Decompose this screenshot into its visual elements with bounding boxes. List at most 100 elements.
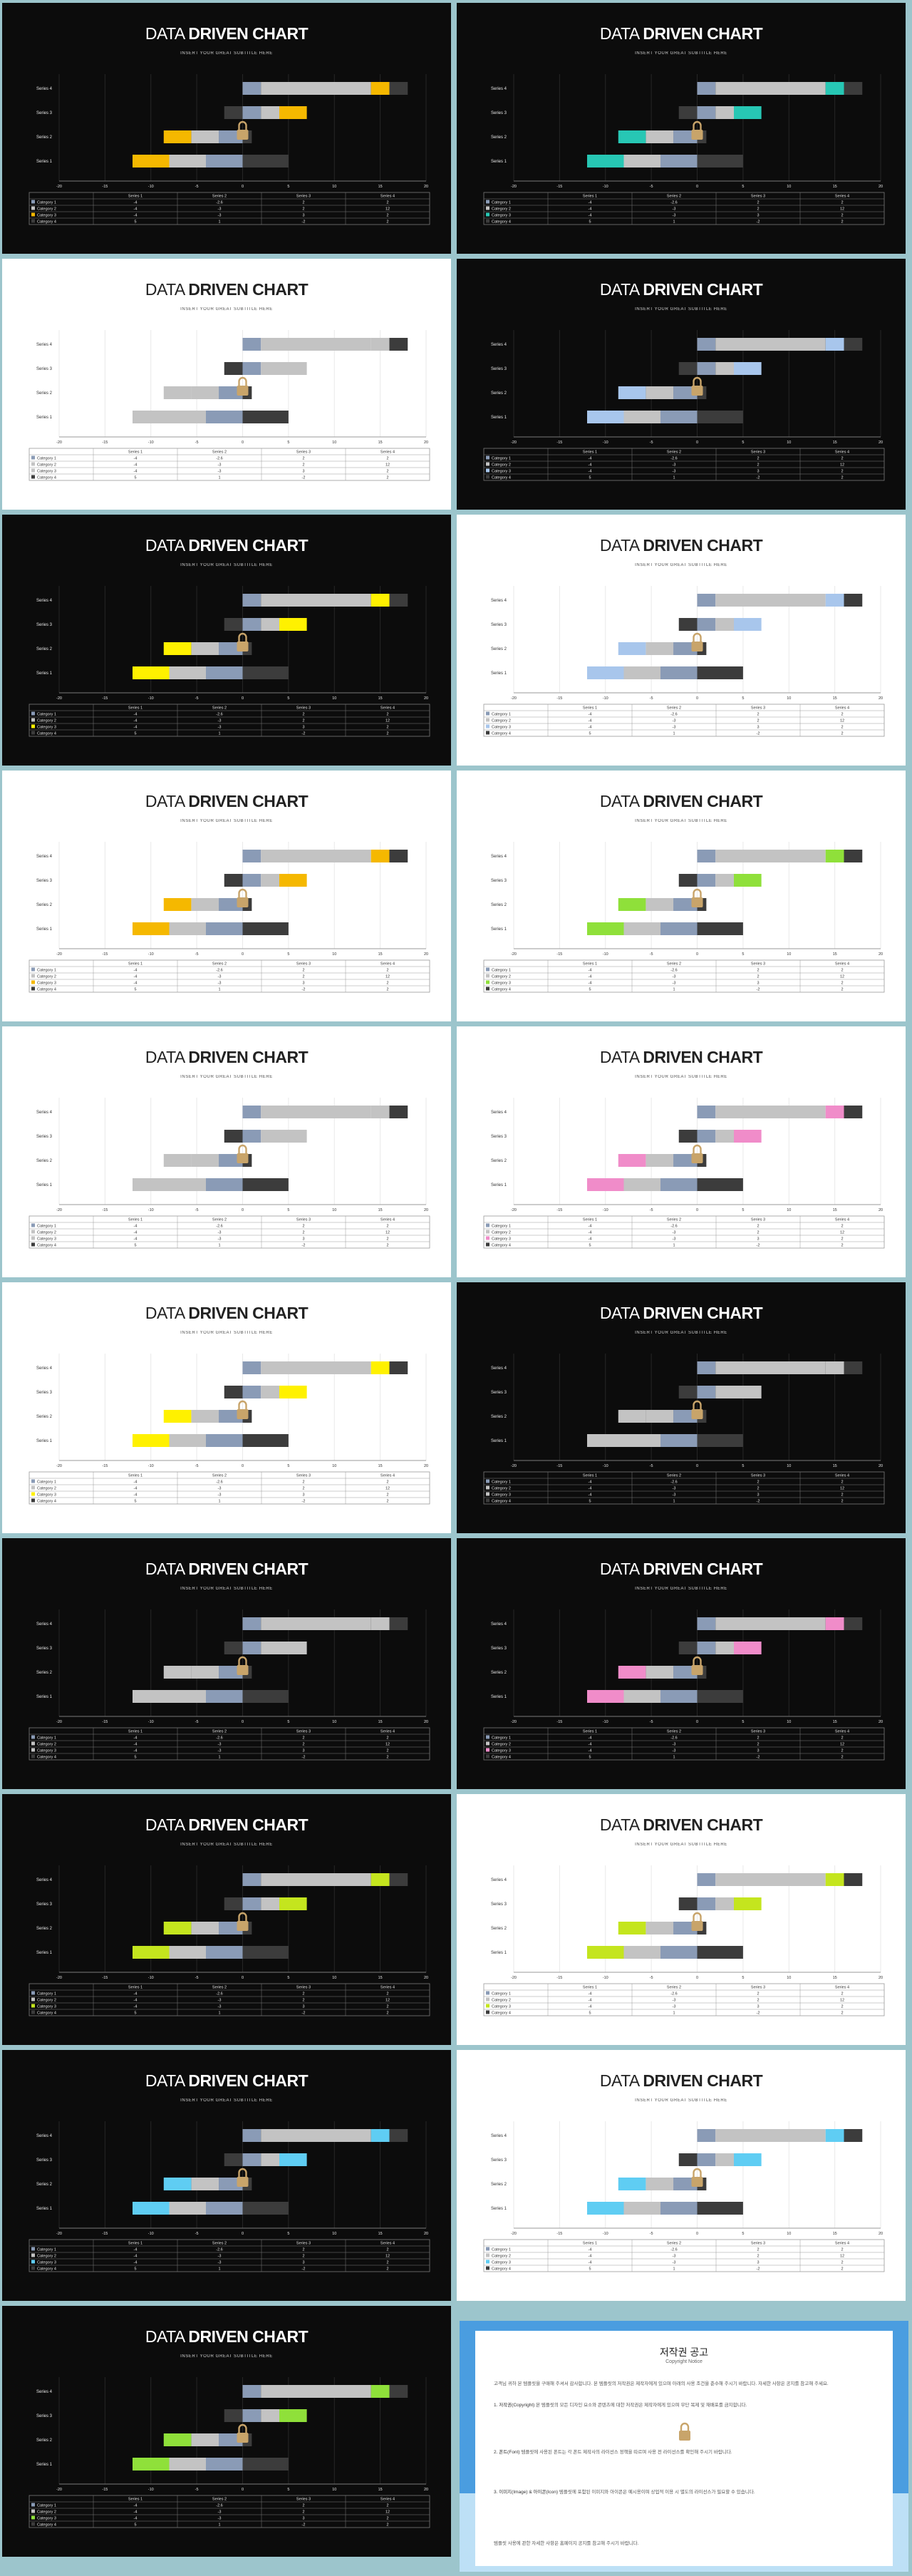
table-cell: 2 [302,1999,304,2003]
table-row-label: Category 1 [492,201,511,205]
x-tick-label: -20 [511,952,517,957]
x-tick-label: 10 [332,952,336,957]
bar-segment [697,1690,743,1703]
table-cell: 5 [589,732,591,736]
table-row-label: Category 2 [492,207,511,212]
table-cell: 2 [386,1237,388,1242]
x-tick-label: 20 [424,185,428,189]
x-tick-label: -20 [511,1976,517,1980]
chart-slide: DATA DRIVEN CHART INSERT YOUR GREAT SUBT… [2,1538,451,1789]
bar-segment [618,642,646,655]
slide-subtitle: INSERT YOUR GREAT SUBTITLE HERE [180,2354,273,2359]
legend-swatch [31,206,35,210]
lock-watermark-icon [238,1144,247,1153]
x-tick-label: 5 [742,185,744,189]
category-label: Series 3 [491,111,507,115]
x-tick-label: 0 [696,952,698,957]
x-tick-label: 15 [378,1208,383,1212]
bar-segment [646,898,674,911]
category-label: Series 4 [36,1366,53,1371]
table-row-label: Category 1 [37,969,56,973]
table-cell: -4 [134,470,138,474]
bar-segment [618,1922,646,1934]
data-table-frame [28,2239,430,2272]
data-table-frame [483,704,885,737]
bar-segment [191,642,219,655]
legend-swatch [31,711,35,716]
legend-swatch [486,462,489,466]
legend-swatch [486,1230,489,1234]
category-label: Series 4 [491,1111,507,1115]
x-tick-label: 20 [424,441,428,445]
bar-segment [206,666,243,679]
bar-segment [734,1130,762,1143]
table-header: Series 2 [667,706,681,711]
lock-watermark-icon [238,632,247,642]
table-cell: 3 [302,214,304,218]
table-cell: -4 [589,1231,592,1235]
lock-watermark-icon [693,2168,702,2177]
slide-title: DATA DRIVEN CHART [599,1304,763,1322]
bar-segment [623,666,660,679]
table-cell: -4 [134,1992,138,1997]
table-cell: -3 [673,1237,676,1242]
bar-segment [623,2202,660,2215]
table-cell: 2 [841,1500,843,1504]
x-tick-label: -20 [511,1464,517,1468]
x-tick-label: 20 [424,696,428,701]
table-header: Series 2 [212,1986,227,1990]
category-label: Series 1 [36,671,53,676]
x-tick-label: -20 [56,1464,62,1468]
bar-segment [389,82,408,95]
chart-slide: DATA DRIVEN CHART INSERT YOUR GREAT SUBT… [457,3,906,254]
table-header: Series 4 [380,962,395,967]
bar-segment [242,338,261,351]
bar-segment [646,2178,674,2190]
chart-slide: DATA DRIVEN CHART INSERT YOUR GREAT SUBT… [457,259,906,510]
table-row-label: Category 4 [37,220,56,225]
legend-swatch [31,1735,35,1739]
x-tick-label: 10 [332,2488,336,2492]
table-row-label: Category 2 [37,207,56,212]
category-label: Series 2 [36,135,53,140]
legend-swatch [486,2260,489,2264]
table-row-label: Category 3 [37,2005,56,2009]
bar-segment [825,1873,844,1886]
table-cell: -2.6 [216,969,222,973]
bar-segment [389,2385,408,2398]
bar-segment [133,2458,170,2471]
table-cell: -2 [302,988,306,992]
table-header: Series 3 [751,962,765,967]
category-label: Series 2 [36,2438,53,2443]
bar-segment [370,2385,390,2398]
table-cell: 1 [673,732,675,736]
bar-segment [261,2153,279,2166]
table-cell: -4 [134,2510,138,2515]
table-row-label: Category 4 [37,2011,56,2016]
table-header: Series 1 [583,2242,597,2246]
bar-segment [206,922,243,935]
bar-segment [734,1897,762,1910]
x-tick-label: -20 [56,185,62,189]
table-cell: 2 [302,207,304,212]
bar-segment [618,2178,646,2190]
table-cell: -4 [589,2261,592,2265]
x-tick-label: 5 [287,185,289,189]
bar-segment [673,1154,698,1167]
table-header: Series 1 [128,1986,142,1990]
bar-segment [618,130,646,143]
x-tick-label: 5 [742,1976,744,1980]
table-cell: -4 [134,1487,138,1491]
table-header: Series 4 [380,2498,395,2502]
table-header: Series 3 [751,2242,765,2246]
legend-swatch [486,2266,489,2270]
bar-segment [697,411,743,423]
bar-segment [825,1106,844,1118]
table-cell: 2 [841,1225,843,1229]
chart-slide: DATA DRIVEN CHART INSERT YOUR GREAT SUBT… [2,1282,451,1533]
bar-segment [673,898,698,911]
table-cell: 2 [386,713,388,717]
chart-slide: DATA DRIVEN CHART INSERT YOUR GREAT SUBT… [2,1794,451,2045]
table-header: Series 2 [212,962,227,967]
